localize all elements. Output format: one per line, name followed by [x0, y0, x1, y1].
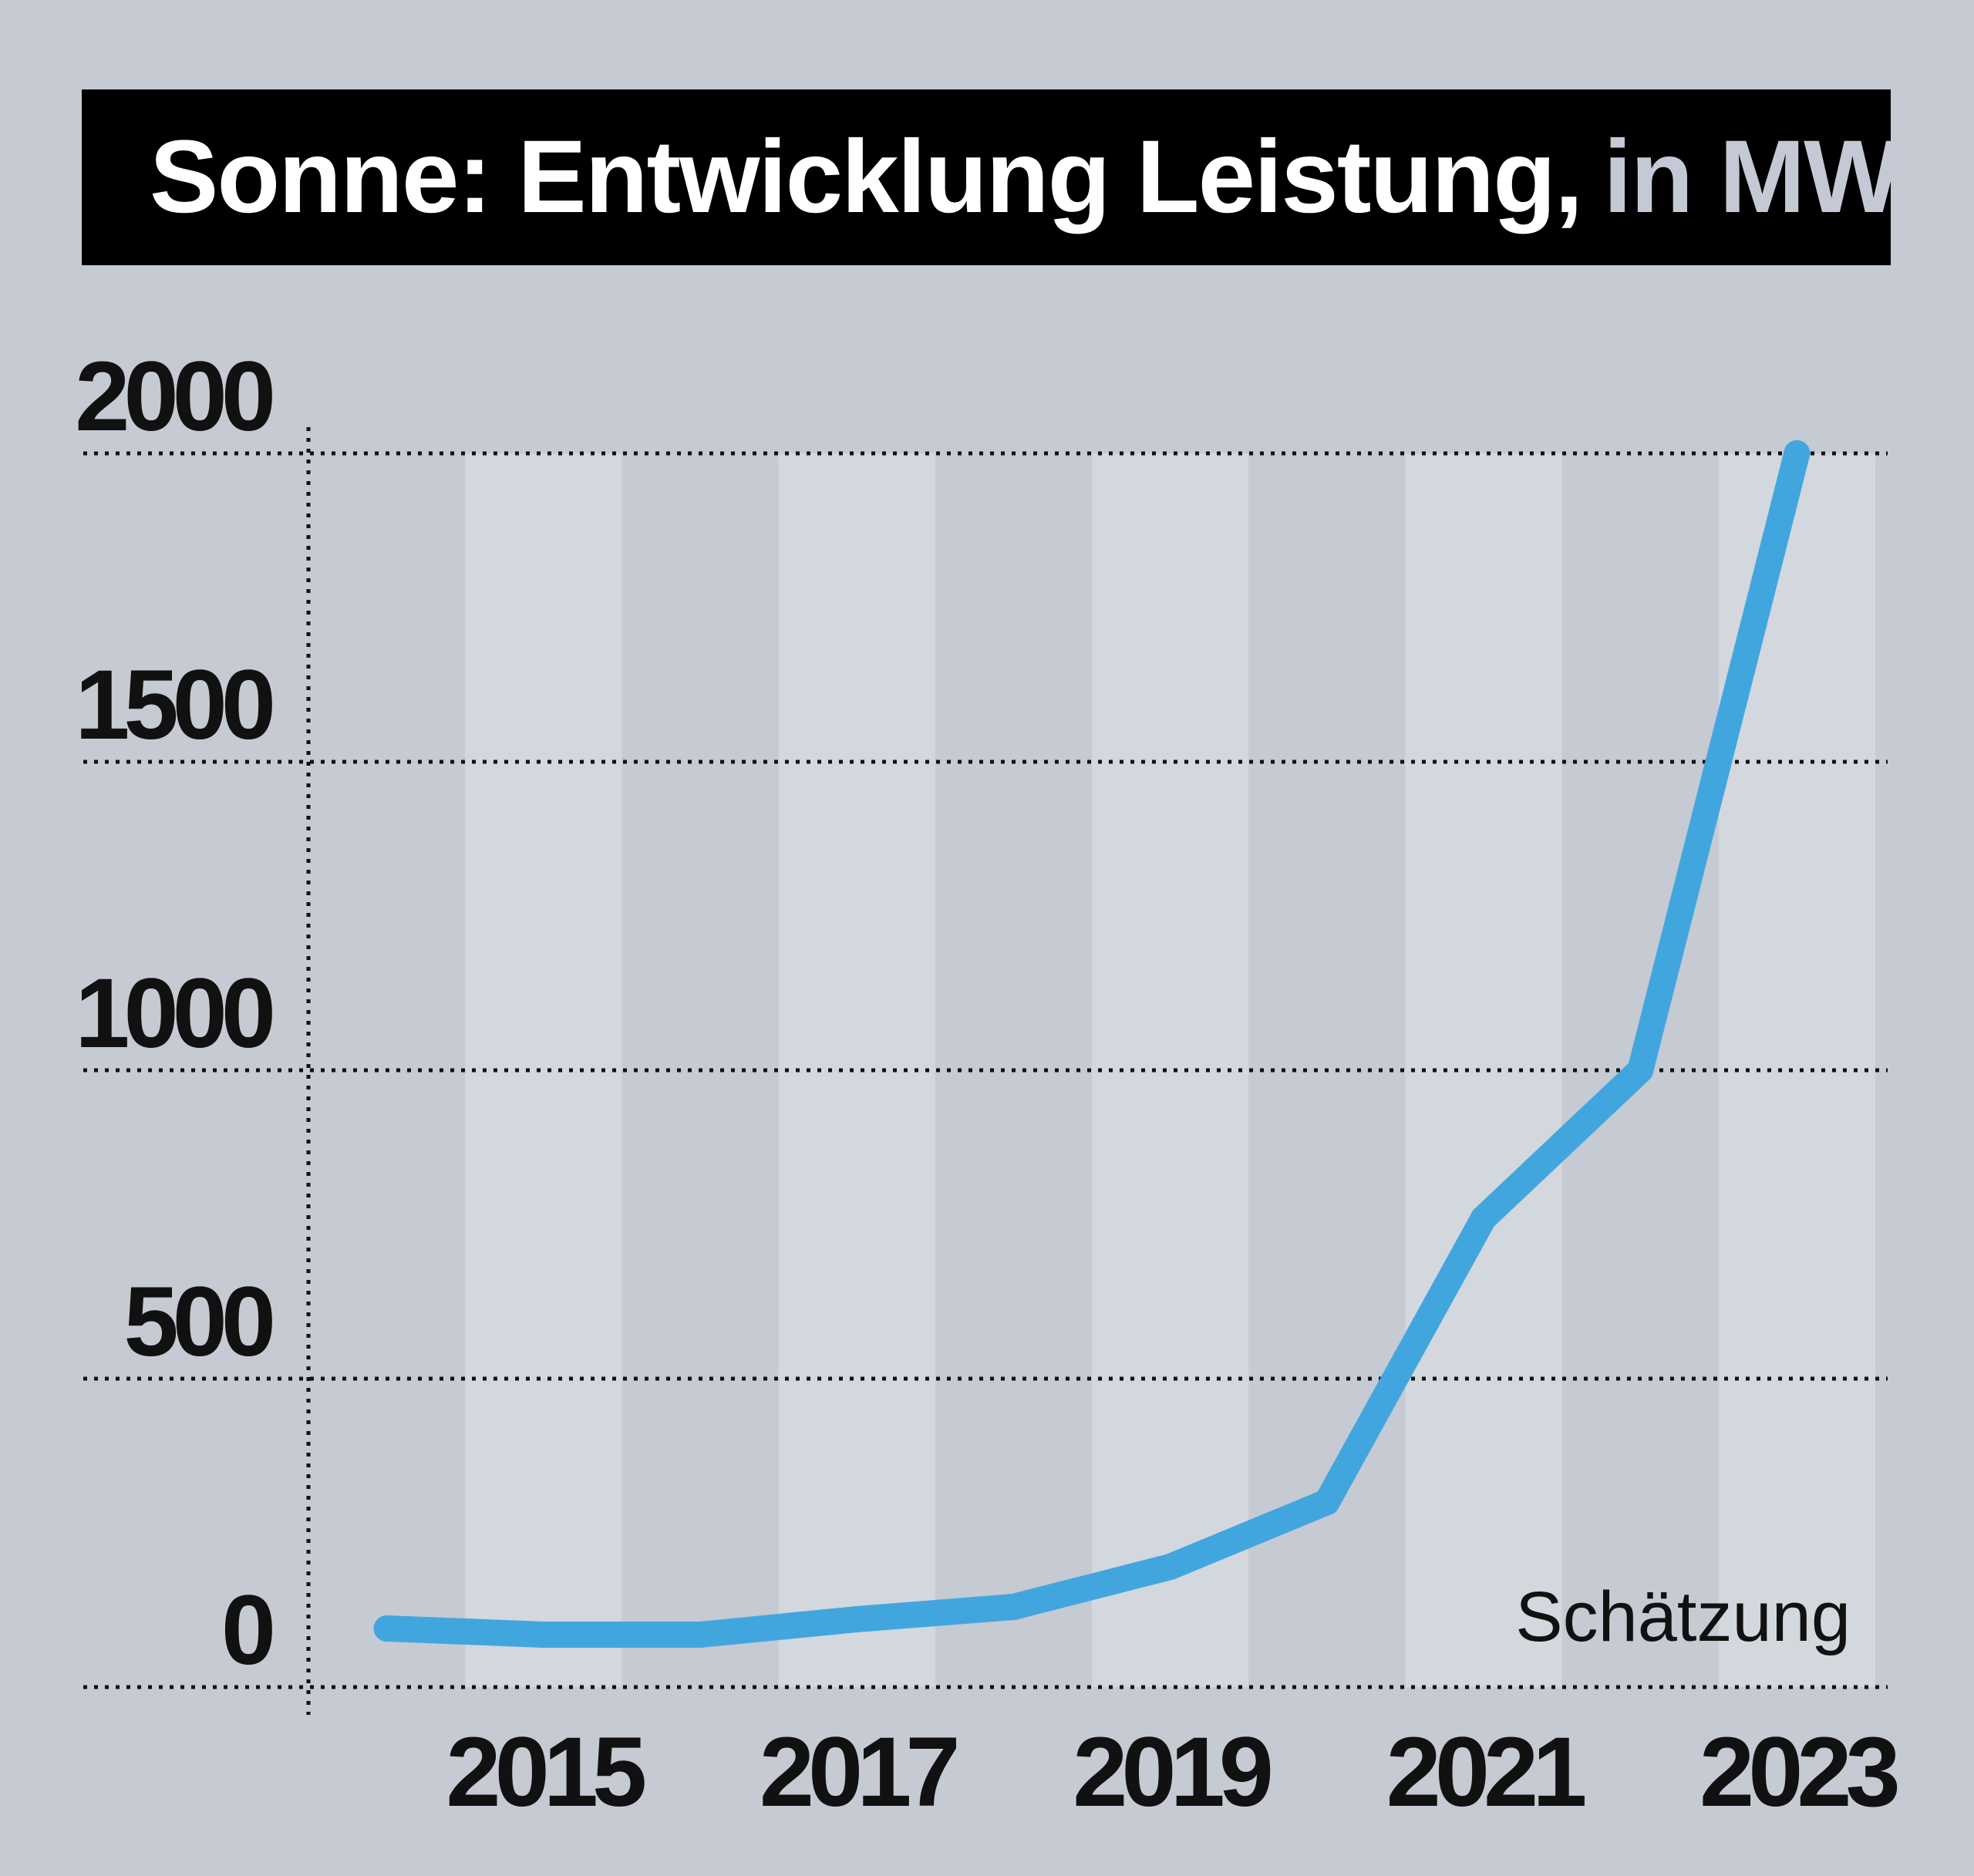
background-stripes	[465, 453, 1875, 1687]
x-tick-label-2019: 2019	[1073, 1717, 1271, 1827]
data-point-2015	[530, 1622, 557, 1648]
y-tick-label-2000: 2000	[75, 342, 272, 452]
y-tick-label-500: 500	[123, 1267, 271, 1377]
data-point-2022	[1627, 1057, 1654, 1083]
x-tick-label-2021: 2021	[1386, 1717, 1585, 1827]
year-stripe-2019	[1092, 453, 1249, 1687]
year-stripe-2015	[465, 453, 622, 1687]
gridlines	[83, 427, 1888, 1715]
data-point-2019	[1157, 1554, 1184, 1580]
y-tick-label-0: 0	[221, 1575, 272, 1686]
data-point-2014	[373, 1615, 400, 1642]
series-line-0	[373, 440, 1811, 1648]
title-bar: Sonne: Entwicklung Leistung, in MW	[82, 89, 1902, 265]
x-tick-label-2023: 2023	[1699, 1717, 1898, 1827]
y-tick-label-1500: 1500	[75, 650, 272, 760]
y-axis-tick-labels: 0 500 1000 1500 2000	[75, 342, 278, 1686]
year-stripe-2017	[778, 453, 935, 1687]
x-tick-label-2017: 2017	[760, 1717, 957, 1827]
x-tick-label-2015: 2015	[446, 1717, 645, 1827]
estimate-annotation: Schätzung	[1515, 1578, 1851, 1656]
series-group	[373, 440, 1811, 1648]
data-point-2018	[1000, 1594, 1027, 1620]
chart-title-unit: in MW	[1603, 120, 1901, 234]
data-point-2016	[687, 1622, 713, 1648]
x-axis-tick-labels: 2015 2017 2019 2021 2023	[446, 1717, 1903, 1827]
data-point-2021	[1470, 1205, 1497, 1231]
data-point-2023	[1784, 440, 1811, 466]
data-point-2017	[844, 1606, 871, 1632]
data-point-2020	[1313, 1489, 1340, 1515]
chart-title: Sonne: Entwicklung Leistung,	[150, 120, 1583, 234]
y-tick-label-1000: 1000	[75, 958, 272, 1069]
year-stripe-2021	[1405, 453, 1562, 1687]
